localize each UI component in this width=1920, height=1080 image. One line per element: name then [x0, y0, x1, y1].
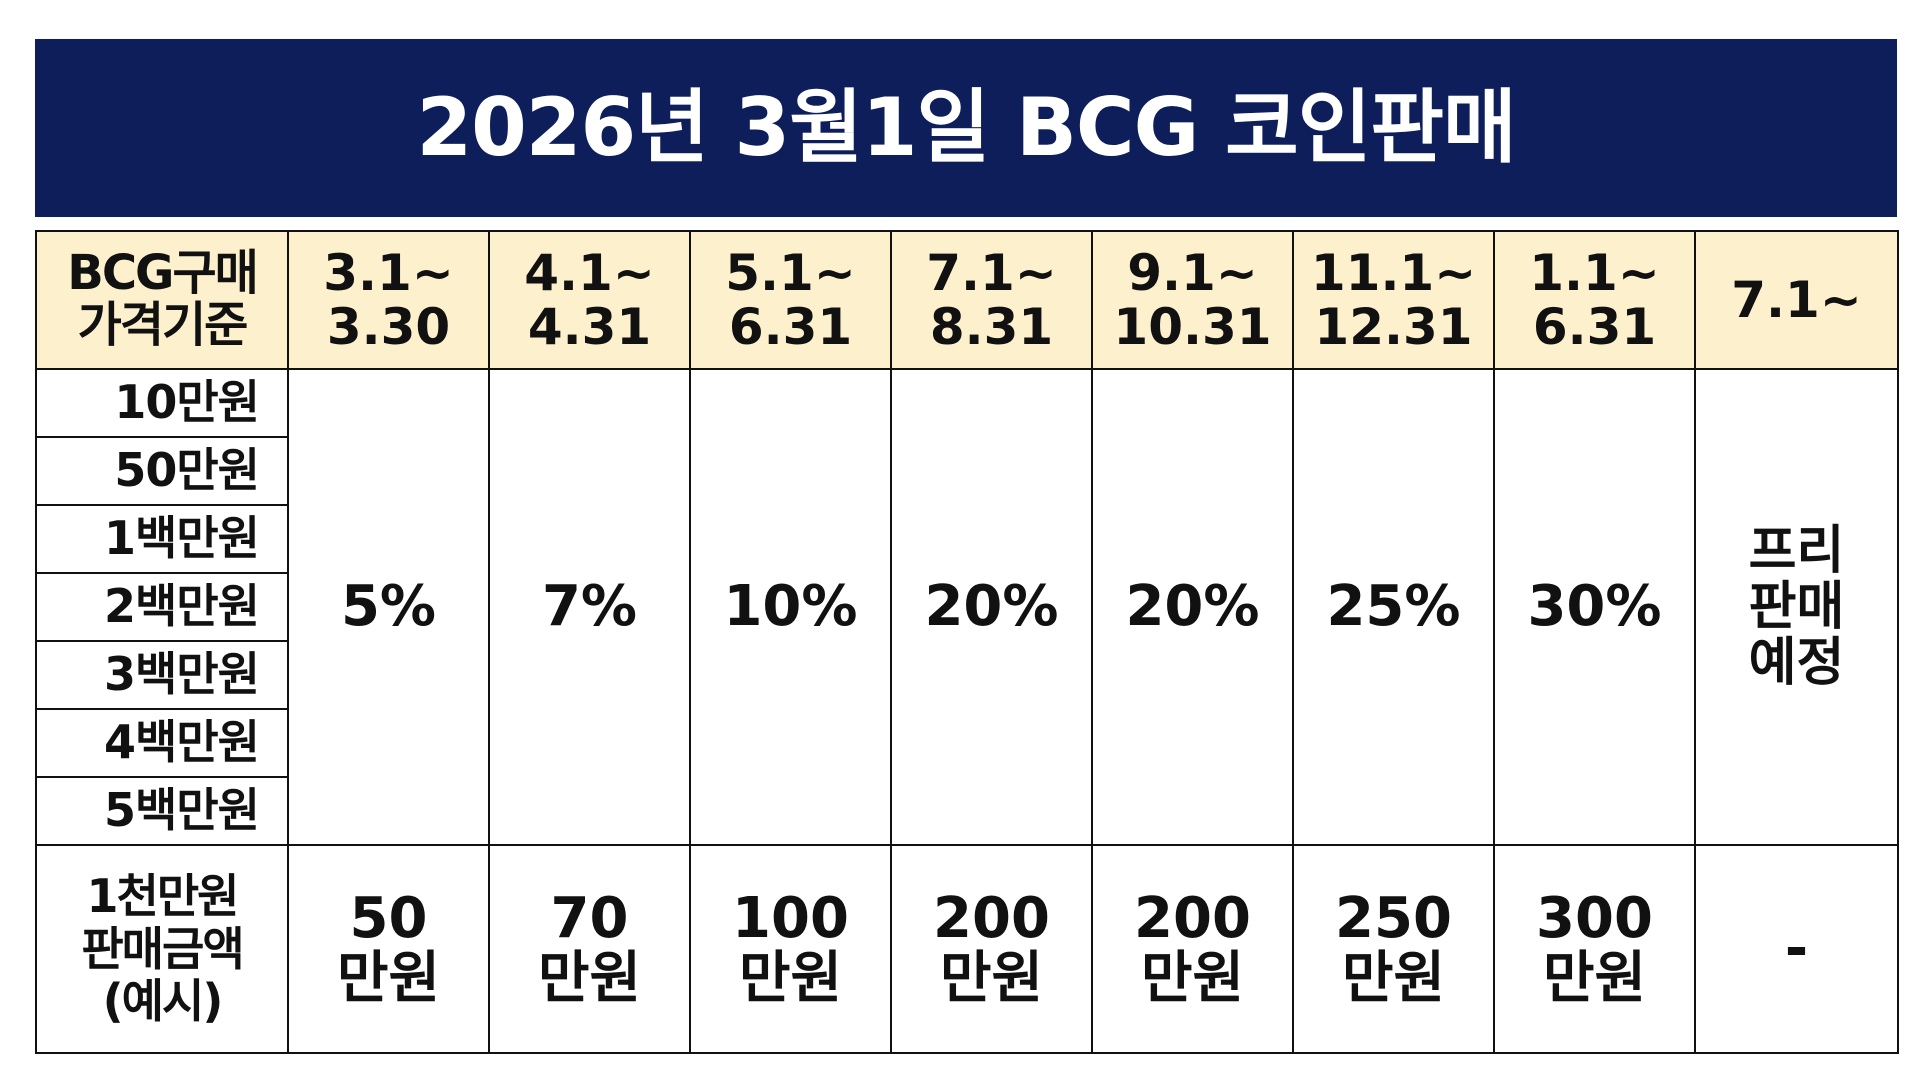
period-header: 11.1~ 12.31	[1292, 230, 1495, 370]
example-number: 70	[550, 885, 629, 951]
period-start: 7.1~	[926, 244, 1057, 302]
example-unit: 만원	[738, 946, 843, 1011]
amount-cell: 10만원	[35, 368, 289, 438]
table-row: 1백만원	[35, 504, 1898, 574]
example-label-line: 판매금액	[81, 921, 244, 976]
rate-cell: 20%	[890, 368, 1093, 846]
example-value-cell: 200 만원	[890, 844, 1093, 1054]
table-row: 50만원	[35, 436, 1898, 506]
example-value-cell: 50 만원	[287, 844, 490, 1054]
rate-cell: 30%	[1493, 368, 1696, 846]
header-label-cell: BCG구매 가격기준	[35, 230, 289, 370]
rate-cell: 10%	[689, 368, 892, 846]
rate-cell: 25%	[1292, 368, 1495, 846]
example-row: 1천만원 판매금액 (예시) 50 만원 70 만원 100 만원 200 만원…	[35, 844, 1899, 1054]
table-row: 4백만원	[35, 708, 1898, 778]
header-label-line: BCG구매	[67, 245, 259, 302]
period-end: 6.31	[728, 298, 853, 356]
period-header: 7.1~ 8.31	[890, 230, 1093, 370]
example-number: 100	[732, 885, 849, 951]
example-unit: 만원	[537, 946, 642, 1011]
example-label-line: (예시)	[102, 974, 224, 1029]
title-banner: 2026년 3월1일 BCG 코인판매	[35, 39, 1897, 217]
example-unit: 만원	[336, 946, 441, 1011]
example-value-cell: -	[1694, 844, 1899, 1054]
header-label-line: 가격기준	[77, 297, 249, 353]
example-unit: 만원	[1341, 946, 1446, 1011]
example-label-cell: 1천만원 판매금액 (예시)	[35, 844, 289, 1054]
price-table: BCG구매 가격기준 3.1~ 3.30 4.1~ 4.31 5.1~ 6.31…	[35, 230, 1899, 1054]
table-row: 10만원 5% 7% 10% 20% 20% 25% 30% 프리 판매 예정	[35, 368, 1899, 846]
period-end: 3.30	[326, 298, 451, 356]
free-sale-line: 프리	[1748, 520, 1845, 581]
example-value-cell: 70 만원	[488, 844, 691, 1054]
period-start: 11.1~	[1310, 244, 1477, 302]
period-header: 1.1~ 6.31	[1493, 230, 1696, 370]
period-start: 9.1~	[1127, 244, 1258, 302]
period-end: 4.31	[527, 298, 652, 356]
free-sale-line: 예정	[1748, 633, 1845, 694]
rate-cell: 7%	[488, 368, 691, 846]
period-start: 5.1~	[725, 244, 856, 302]
amount-cell: 50만원	[35, 436, 289, 506]
period-end: 10.31	[1113, 298, 1272, 356]
example-number: 200	[1134, 885, 1251, 951]
example-number: 200	[933, 885, 1050, 951]
period-start: 3.1~	[323, 244, 454, 302]
period-header: 7.1~	[1694, 230, 1899, 370]
period-header: 5.1~ 6.31	[689, 230, 892, 370]
period-header: 3.1~ 3.30	[287, 230, 490, 370]
period-header: 4.1~ 4.31	[488, 230, 691, 370]
table-row: 5백만원	[35, 776, 1898, 846]
example-number: 250	[1335, 885, 1452, 951]
example-value-cell: 300 만원	[1493, 844, 1696, 1054]
example-value-cell: 200 만원	[1091, 844, 1294, 1054]
example-label-line: 1천만원	[86, 868, 240, 923]
example-number: 300	[1536, 885, 1653, 951]
period-header: 9.1~ 10.31	[1091, 230, 1294, 370]
amount-cell: 1백만원	[35, 504, 289, 574]
period-end: 12.31	[1314, 298, 1473, 356]
amount-cell: 4백만원	[35, 708, 289, 778]
rate-cell: 20%	[1091, 368, 1294, 846]
example-unit: 만원	[1140, 946, 1245, 1011]
rate-cell: 5%	[287, 368, 490, 846]
period-start: 1.1~	[1529, 244, 1660, 302]
header-row: BCG구매 가격기준 3.1~ 3.30 4.1~ 4.31 5.1~ 6.31…	[35, 230, 1899, 370]
period-end: 6.31	[1532, 298, 1657, 356]
period-start: 4.1~	[524, 244, 655, 302]
example-number: 50	[349, 885, 428, 951]
amount-cell: 5백만원	[35, 776, 289, 846]
free-sale-line: 판매	[1748, 576, 1845, 637]
table-row: 2백만원	[35, 572, 1898, 642]
example-unit: 만원	[1542, 946, 1647, 1011]
table-row: 3백만원	[35, 640, 1898, 710]
amount-cell: 2백만원	[35, 572, 289, 642]
example-unit: 만원	[939, 946, 1044, 1011]
example-value-cell: 100 만원	[689, 844, 892, 1054]
period-end: 8.31	[929, 298, 1054, 356]
example-value-cell: 250 만원	[1292, 844, 1495, 1054]
period-start: 7.1~	[1731, 271, 1862, 329]
page-title: 2026년 3월1일 BCG 코인판매	[416, 81, 1516, 174]
free-sale-cell: 프리 판매 예정	[1694, 368, 1899, 846]
amount-cell: 3백만원	[35, 640, 289, 710]
